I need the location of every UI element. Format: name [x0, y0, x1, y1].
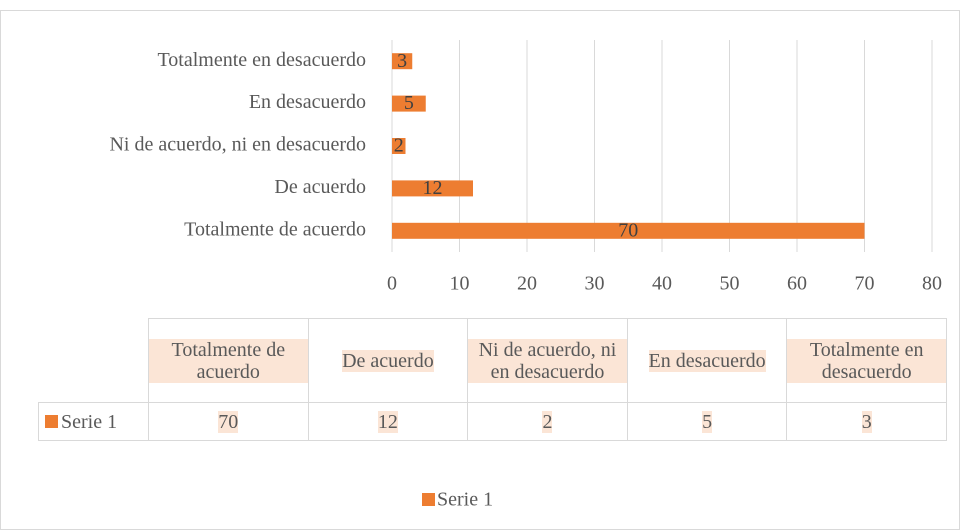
table-value: 70 — [218, 410, 239, 433]
table-header-text: Totalmente de acuerdo — [149, 338, 308, 383]
legend-key — [45, 415, 58, 428]
bar — [392, 138, 406, 154]
x-tick-label: 80 — [922, 273, 942, 295]
table-header-text: Ni de acuerdo, ni en desacuerdo — [468, 338, 627, 383]
y-tick-label: En desacuerdo — [249, 91, 366, 113]
x-tick-label: 60 — [787, 273, 807, 295]
y-tick-label: Totalmente de acuerdo — [184, 218, 366, 240]
table-value: 5 — [702, 410, 713, 433]
table-row-label: Serie 1 — [61, 410, 118, 433]
data-label: 2 — [394, 135, 404, 157]
table-value-cell: 70 — [148, 402, 309, 441]
data-label: 3 — [397, 50, 407, 72]
table-value: 2 — [542, 410, 553, 433]
table-value-cell: 12 — [307, 402, 469, 441]
bar — [392, 95, 426, 112]
table-header-cell: Totalmente en desacuerdo — [786, 318, 947, 403]
legend-label: Serie 1 — [437, 489, 493, 511]
chart-border — [0, 10, 960, 530]
table-value: 12 — [377, 410, 398, 433]
bar — [392, 180, 473, 197]
data-label: 12 — [423, 177, 443, 199]
x-tick-label: 20 — [517, 273, 537, 295]
table-value-cell: 5 — [626, 402, 788, 441]
table-header-text: Totalmente en desacuerdo — [787, 338, 946, 383]
data-label: 70 — [618, 219, 638, 241]
legend-swatch — [422, 493, 435, 506]
x-tick-label: 70 — [855, 273, 875, 295]
table-value-cell: 3 — [786, 402, 947, 441]
table-header-cell: De acuerdo — [307, 318, 469, 403]
table-header-cell: En desacuerdo — [626, 318, 788, 403]
data-label: 5 — [404, 92, 414, 114]
table-header-text: En desacuerdo — [648, 349, 766, 372]
x-tick-label: 30 — [585, 273, 605, 295]
x-tick-label: 40 — [652, 273, 672, 295]
x-tick-label: 0 — [387, 273, 397, 295]
bar — [392, 222, 865, 239]
table-header-text: De acuerdo — [342, 349, 434, 372]
table-header-cell: Totalmente de acuerdo — [148, 318, 309, 403]
table-header-cell: Ni de acuerdo, ni en desacuerdo — [467, 318, 628, 403]
bar — [392, 53, 413, 70]
x-tick-label: 10 — [450, 273, 470, 295]
x-tick-label: 50 — [720, 273, 740, 295]
y-tick-label: De acuerdo — [274, 176, 366, 198]
y-tick-label: Totalmente en desacuerdo — [157, 49, 366, 71]
table-row-header: Serie 1 — [38, 402, 149, 441]
table-value: 3 — [861, 410, 872, 433]
table-value-cell: 2 — [467, 402, 628, 441]
y-tick-label: Ni de acuerdo, ni en desacuerdo — [109, 134, 366, 156]
